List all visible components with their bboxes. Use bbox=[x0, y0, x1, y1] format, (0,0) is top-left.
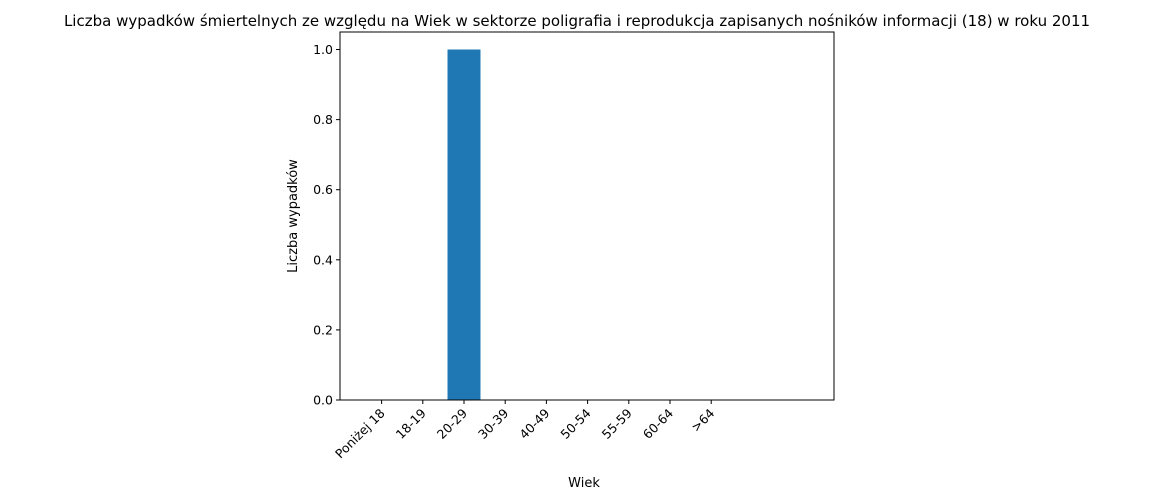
y-tick-label: 0.6 bbox=[313, 182, 333, 197]
x-tick-label: 50-54 bbox=[557, 405, 593, 441]
chart-title: Liczba wypadków śmiertelnych ze względu … bbox=[64, 12, 1090, 30]
x-tick-label: 20-29 bbox=[434, 405, 470, 441]
x-tick-label: 18-19 bbox=[393, 405, 429, 441]
y-tick-label: 0.4 bbox=[313, 252, 333, 267]
y-tick-label: 0.0 bbox=[313, 393, 333, 408]
x-tick-label: 55-59 bbox=[599, 405, 635, 441]
y-axis-title: Liczba wypadków bbox=[286, 159, 301, 273]
plot-area-frame bbox=[339, 31, 835, 401]
y-tick-label: 0.2 bbox=[313, 322, 333, 337]
y-tick-label: 1.0 bbox=[313, 42, 333, 57]
bars-group bbox=[447, 49, 481, 401]
y-tick-label: 0.8 bbox=[313, 112, 333, 127]
x-tick-label: 30-39 bbox=[475, 405, 511, 441]
x-axis-title: Wiek bbox=[568, 476, 600, 491]
x-tick-label: 60-64 bbox=[640, 405, 676, 441]
x-tick-label: >64 bbox=[688, 405, 717, 434]
x-tick-label: 40-49 bbox=[516, 405, 552, 441]
x-tick-label: Poniżej 18 bbox=[332, 405, 388, 461]
x-axis: Poniżej 18 18-19 20-29 30-39 40-49 50-54 55-59… bbox=[332, 400, 717, 461]
bar-2 bbox=[447, 49, 481, 401]
y-axis: 0.0 0.2 0.4 0.6 0.8 1.0 bbox=[313, 42, 340, 408]
